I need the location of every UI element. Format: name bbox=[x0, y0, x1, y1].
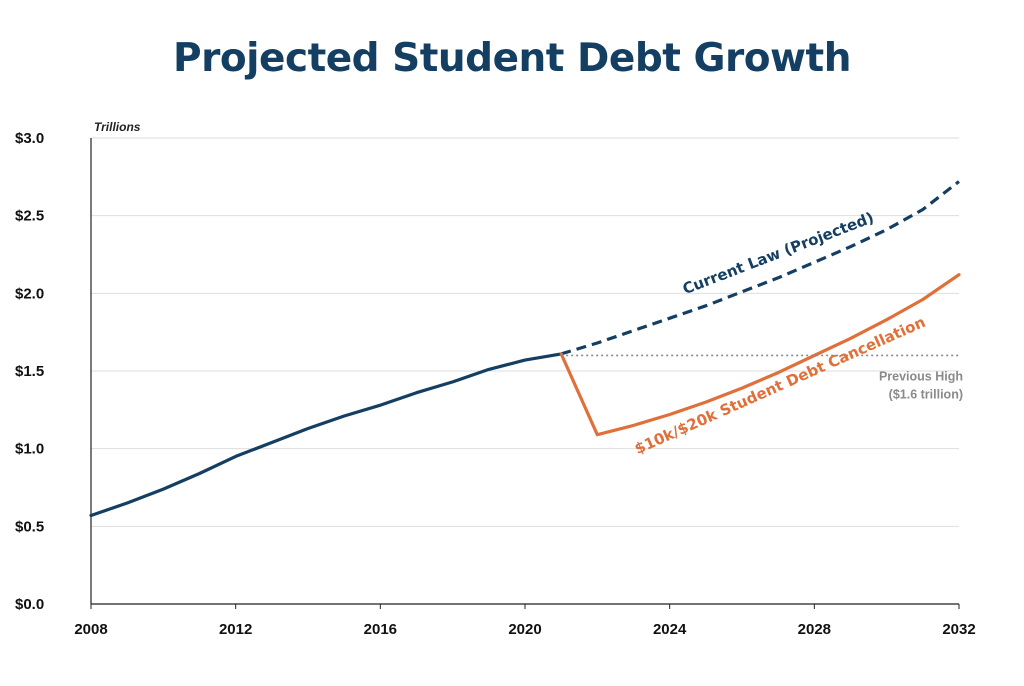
y-tick-label: $2.0 bbox=[15, 285, 44, 302]
current-law-label: Current Law (Projected) bbox=[680, 209, 876, 299]
y-unit-label: Trillions bbox=[94, 120, 141, 134]
y-tick-label: $0.5 bbox=[15, 518, 44, 535]
y-tick-label: $1.0 bbox=[15, 441, 44, 458]
x-tick-label: 2016 bbox=[364, 621, 397, 638]
series-lines bbox=[89, 180, 961, 518]
x-tick-label: 2012 bbox=[219, 621, 252, 638]
y-tick-labels: $0.0 $0.5 $1.0 $1.5 $2.0 $2.5 $3.0 bbox=[15, 130, 44, 613]
x-tick-label: 2024 bbox=[653, 621, 687, 638]
x-tick-labels: 2008 2012 2016 2020 2024 2028 2032 bbox=[74, 621, 975, 638]
gridlines bbox=[91, 137, 959, 527]
series-line-1 bbox=[560, 180, 960, 356]
x-tick-label: 2032 bbox=[942, 621, 975, 638]
chart-title: Projected Student Debt Growth bbox=[173, 36, 851, 81]
y-tick-label: $0.0 bbox=[15, 596, 44, 613]
reference-line: Previous High ($1.6 trillion) bbox=[561, 354, 963, 401]
series-line-2 bbox=[559, 273, 961, 437]
y-tick-label: $1.5 bbox=[15, 363, 44, 380]
y-tick-label: $2.5 bbox=[15, 208, 44, 225]
x-tick-label: 2008 bbox=[74, 621, 107, 638]
y-tick-label: $3.0 bbox=[15, 130, 44, 147]
series-line-0 bbox=[89, 352, 563, 518]
cancellation-label: $10k/$20k Student Debt Cancellation bbox=[632, 313, 928, 458]
previous-high-value-label: ($1.6 trillion) bbox=[889, 387, 963, 401]
annotations: Trillions Current Law (Projected) $10k/$20… bbox=[94, 120, 928, 458]
previous-high-label: Previous High bbox=[879, 369, 963, 383]
axes bbox=[90, 138, 960, 609]
x-tick-label: 2020 bbox=[508, 621, 541, 638]
x-tick-label: 2028 bbox=[798, 621, 831, 638]
